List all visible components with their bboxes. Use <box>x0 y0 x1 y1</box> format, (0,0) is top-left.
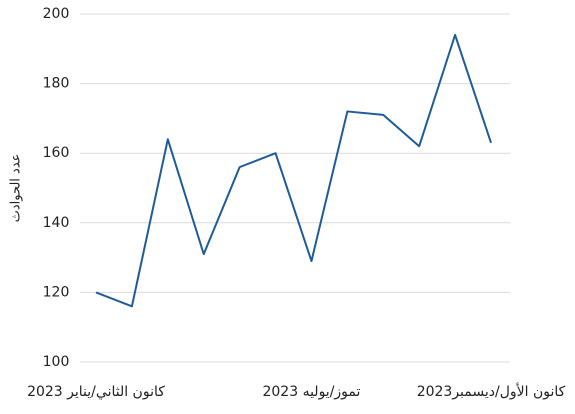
y-tick-label: 140 <box>43 215 70 231</box>
y-tick-label: 120 <box>43 284 70 300</box>
x-tick-label: كانون الأول/ديسمبر2023 <box>417 382 566 400</box>
y-tick-label: 100 <box>43 354 70 370</box>
x-tick-label: تموز/يوليه 2023 <box>262 384 360 400</box>
y-tick-label: 180 <box>43 76 70 92</box>
y-tick-label: 200 <box>43 6 70 22</box>
x-tick-label: كانون الثاني/يناير 2023 <box>27 384 165 400</box>
y-axis-label: عدد الحوادث <box>9 154 24 223</box>
y-tick-label: 160 <box>43 145 70 161</box>
data-line <box>95 33 492 308</box>
